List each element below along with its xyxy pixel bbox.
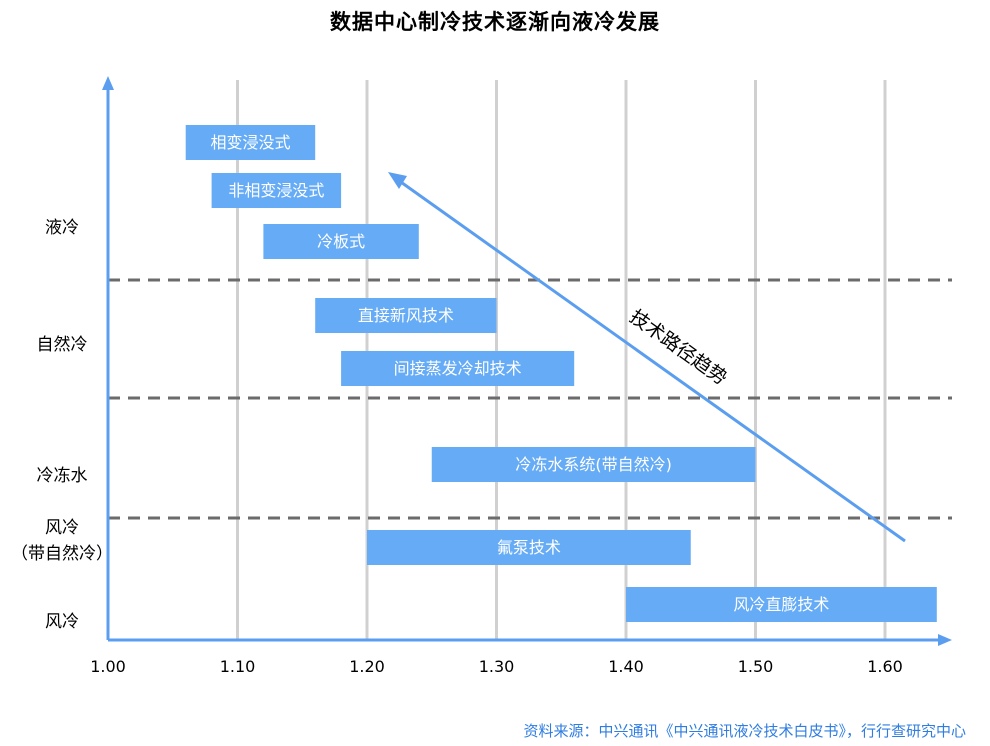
x-tick-label: 1.60	[867, 657, 903, 676]
y-category-label: 风冷	[45, 612, 79, 632]
bar-label: 冷冻水系统(带自然冷)	[515, 455, 672, 474]
y-category-label: （带自然冷）	[11, 544, 113, 564]
chart-title: 数据中心制冷技术逐渐向液冷发展	[330, 10, 660, 34]
range-bar	[341, 351, 575, 386]
trend-arrow-line	[397, 178, 906, 543]
y-category-label: 风冷	[45, 518, 79, 538]
x-axis-arrow-icon	[938, 634, 952, 646]
trend-annotation: 技术路径趋势	[625, 306, 731, 390]
range-bar	[367, 530, 691, 565]
bar-label: 氟泵技术	[497, 538, 561, 557]
x-tick-label: 1.40	[608, 657, 644, 676]
x-tick-label: 1.10	[220, 657, 256, 676]
bar-label: 相变浸没式	[210, 133, 290, 152]
y-category-label: 冷冻水	[37, 466, 88, 486]
bar-label: 间接蒸发冷却技术	[394, 359, 522, 378]
x-tick-label: 1.50	[738, 657, 774, 676]
bar-label: 冷板式	[317, 232, 365, 251]
bar-label: 直接新风技术	[358, 306, 454, 325]
range-bar	[431, 447, 756, 482]
bar-label: 风冷直膨技术	[733, 595, 829, 614]
y-category-label: 自然冷	[37, 335, 88, 355]
y-category-label: 液冷	[45, 218, 79, 238]
x-tick-label: 1.20	[349, 657, 385, 676]
source-note: 资料来源：中兴通讯《中兴通讯液冷技术白皮书》，行行查研究中心	[523, 722, 966, 740]
y-axis-arrow-icon	[102, 76, 114, 90]
bar-label: 非相变浸没式	[228, 181, 324, 200]
range-bar	[626, 587, 937, 622]
range-bar	[211, 173, 342, 208]
range-bar	[263, 224, 419, 259]
trend-arrow-head-icon	[388, 172, 407, 189]
range-bar	[315, 298, 497, 333]
x-tick-label: 1.00	[90, 657, 126, 676]
x-tick-label: 1.30	[479, 657, 515, 676]
range-bar	[185, 125, 316, 160]
